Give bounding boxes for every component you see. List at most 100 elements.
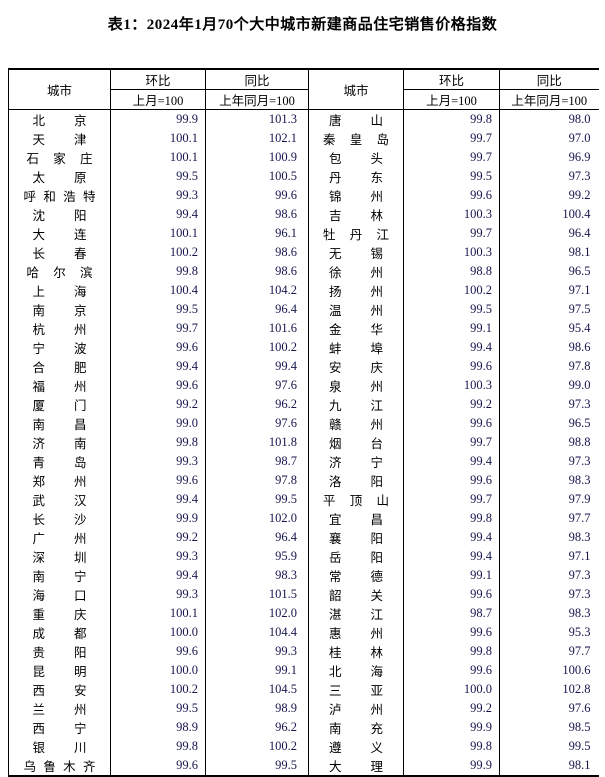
mom-value-cell: 99.5 bbox=[110, 167, 206, 186]
table-row: 长沙 99.9 102.0 宜昌 99.8 97.7 bbox=[8, 509, 599, 528]
yoy-value-cell: 95.4 bbox=[568, 321, 591, 335]
city-name: 吉林 bbox=[329, 209, 383, 223]
header-mom-base-right: 上月=100 bbox=[403, 89, 500, 110]
mom-value-cell: 99.7 bbox=[403, 433, 500, 452]
yoy-value-cell: 102.8 bbox=[562, 682, 591, 696]
city-name: 合肥 bbox=[32, 361, 87, 375]
mom-value-cell: 99.6 bbox=[403, 357, 500, 376]
city-name: 北海 bbox=[329, 665, 383, 679]
city-name: 岳阳 bbox=[329, 551, 383, 565]
yoy-value-cell: 100.2 bbox=[205, 737, 309, 756]
yoy-value-cell: 100.4 bbox=[562, 207, 591, 221]
city-cell: 烟台 bbox=[308, 433, 404, 452]
city-cell: 扬州 bbox=[308, 281, 404, 300]
city-cell: 郑州 bbox=[8, 471, 111, 490]
city-cell: 秦皇岛 bbox=[308, 129, 404, 148]
table-row: 成都 100.0 104.4 惠州 99.6 95.3 bbox=[8, 623, 599, 642]
mom-value-cell: 100.3 bbox=[403, 205, 500, 224]
mom-value-cell: 99.6 bbox=[110, 471, 206, 490]
city-cell: 无锡 bbox=[308, 243, 404, 262]
yoy-value-cell: 96.5 bbox=[568, 416, 591, 430]
yoy-value-cell: 98.6 bbox=[205, 262, 309, 281]
city-cell: 福州 bbox=[8, 376, 111, 395]
city-cell: 杭州 bbox=[8, 319, 111, 338]
table-row: 太原 99.5 100.5 丹东 99.5 97.3 bbox=[8, 167, 599, 186]
mom-value-cell: 99.4 bbox=[110, 490, 206, 509]
city-cell: 安庆 bbox=[308, 357, 404, 376]
city-name: 湛江 bbox=[329, 608, 383, 622]
header-yoy-right: 同比 bbox=[499, 68, 599, 90]
city-name: 贵阳 bbox=[32, 646, 87, 660]
city-cell: 吉林 bbox=[308, 205, 404, 224]
mom-value-cell: 99.4 bbox=[403, 338, 500, 357]
mom-value-cell: 100.1 bbox=[110, 224, 206, 243]
city-name: 丹东 bbox=[329, 171, 383, 185]
mom-value-cell: 99.4 bbox=[403, 547, 500, 566]
yoy-value-cell: 98.9 bbox=[205, 699, 309, 718]
city-cell: 襄阳 bbox=[308, 528, 404, 547]
yoy-value-cell: 98.6 bbox=[568, 340, 591, 354]
city-name: 烟台 bbox=[329, 437, 383, 451]
mom-value-cell: 99.8 bbox=[403, 109, 500, 129]
city-cell: 韶关 bbox=[308, 585, 404, 604]
city-name: 安庆 bbox=[329, 361, 383, 375]
mom-value-cell: 99.2 bbox=[110, 528, 206, 547]
mom-value-cell: 99.7 bbox=[403, 224, 500, 243]
yoy-value-cell: 98.3 bbox=[568, 473, 591, 487]
city-name: 蚌埠 bbox=[329, 342, 383, 356]
mom-value-cell: 100.2 bbox=[110, 680, 206, 699]
mom-value-cell: 99.1 bbox=[403, 566, 500, 585]
table-row: 南昌 99.0 97.6 赣州 99.6 96.5 bbox=[8, 414, 599, 433]
mom-value-cell: 100.0 bbox=[110, 661, 206, 680]
city-name: 昆明 bbox=[32, 665, 87, 679]
city-cell: 兰州 bbox=[8, 699, 111, 718]
city-cell: 金华 bbox=[308, 319, 404, 338]
city-name: 秦皇岛 bbox=[323, 133, 389, 147]
city-cell: 惠州 bbox=[308, 623, 404, 642]
yoy-value-cell: 99.5 bbox=[568, 739, 591, 753]
city-name: 常德 bbox=[329, 570, 383, 584]
city-name: 泉州 bbox=[329, 380, 383, 394]
city-name: 海口 bbox=[32, 589, 87, 603]
table-row: 南宁 99.4 98.3 常德 99.1 97.3 bbox=[8, 566, 599, 585]
city-cell: 合肥 bbox=[8, 357, 111, 376]
table-row: 郑州 99.6 97.8 洛阳 99.6 98.3 bbox=[8, 471, 599, 490]
city-name: 惠州 bbox=[329, 627, 383, 641]
yoy-value-cell: 102.0 bbox=[205, 604, 309, 623]
city-cell: 泸州 bbox=[308, 699, 404, 718]
table-row: 西宁 98.9 96.2 南充 99.9 98.5 bbox=[8, 718, 599, 737]
city-cell: 宜昌 bbox=[308, 509, 404, 528]
yoy-value-cell: 97.3 bbox=[568, 454, 591, 468]
city-cell: 赣州 bbox=[308, 414, 404, 433]
city-name: 长沙 bbox=[32, 513, 87, 527]
yoy-value-cell: 99.0 bbox=[568, 378, 591, 392]
table-row: 乌鲁木齐 99.6 99.5 大理 99.9 98.1 bbox=[8, 756, 599, 777]
yoy-value-cell: 95.3 bbox=[568, 625, 591, 639]
table-header: 城市 环比 同比 城市 环比 同比 上月=100 上年同月=100 上月=100… bbox=[8, 68, 599, 110]
table-row: 宁波 99.6 100.2 蚌埠 99.4 98.6 bbox=[8, 338, 599, 357]
city-cell: 三亚 bbox=[308, 680, 404, 699]
city-cell: 大连 bbox=[8, 224, 111, 243]
mom-value-cell: 99.9 bbox=[403, 756, 500, 777]
city-cell: 北海 bbox=[308, 661, 404, 680]
city-cell: 徐州 bbox=[308, 262, 404, 281]
yoy-value-cell: 98.3 bbox=[205, 566, 309, 585]
city-cell: 成都 bbox=[8, 623, 111, 642]
header-mom-right: 环比 bbox=[403, 68, 500, 90]
mom-value-cell: 99.6 bbox=[403, 414, 500, 433]
mom-value-cell: 99.8 bbox=[110, 262, 206, 281]
mom-value-cell: 99.3 bbox=[110, 186, 206, 205]
city-cell: 九江 bbox=[308, 395, 404, 414]
yoy-value-cell: 96.1 bbox=[205, 224, 309, 243]
mom-value-cell: 99.8 bbox=[403, 737, 500, 756]
header-yoy-left: 同比 bbox=[205, 68, 309, 90]
city-name: 宜昌 bbox=[329, 513, 383, 527]
header-city-right: 城市 bbox=[308, 68, 404, 110]
yoy-value-cell: 99.4 bbox=[205, 357, 309, 376]
city-cell: 北京 bbox=[8, 109, 111, 129]
mom-value-cell: 99.8 bbox=[403, 509, 500, 528]
mom-value-cell: 99.7 bbox=[403, 148, 500, 167]
mom-value-cell: 99.7 bbox=[403, 129, 500, 148]
yoy-value-cell: 101.8 bbox=[205, 433, 309, 452]
city-name: 深圳 bbox=[32, 551, 87, 565]
